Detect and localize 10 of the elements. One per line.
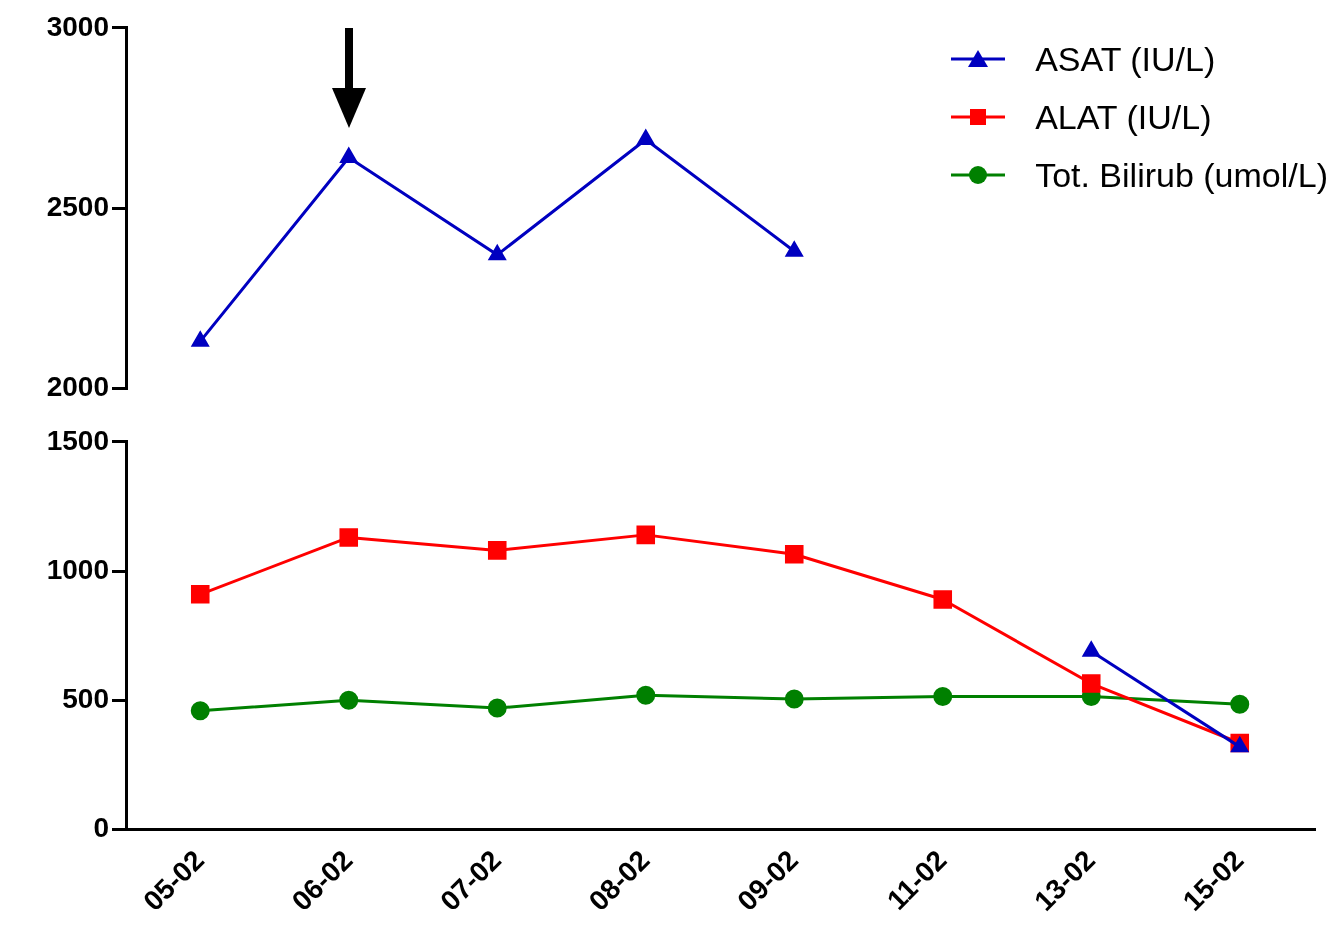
legend-label: Tot. Bilirub (umol/L) (1035, 155, 1328, 196)
y-tick-label: 1500 (46, 424, 109, 456)
y-tick-label: 500 (62, 683, 109, 715)
y-tick-label: 3000 (46, 10, 109, 42)
y-tick-label: 2000 (46, 370, 109, 402)
legend-label: ASAT (IU/L) (1035, 39, 1216, 80)
y-tick-label: 1000 (46, 553, 109, 585)
y-tick-label: 0 (93, 812, 109, 844)
legend-label: ALAT (IU/L) (1035, 97, 1212, 138)
y-tick-label: 2500 (46, 190, 109, 222)
